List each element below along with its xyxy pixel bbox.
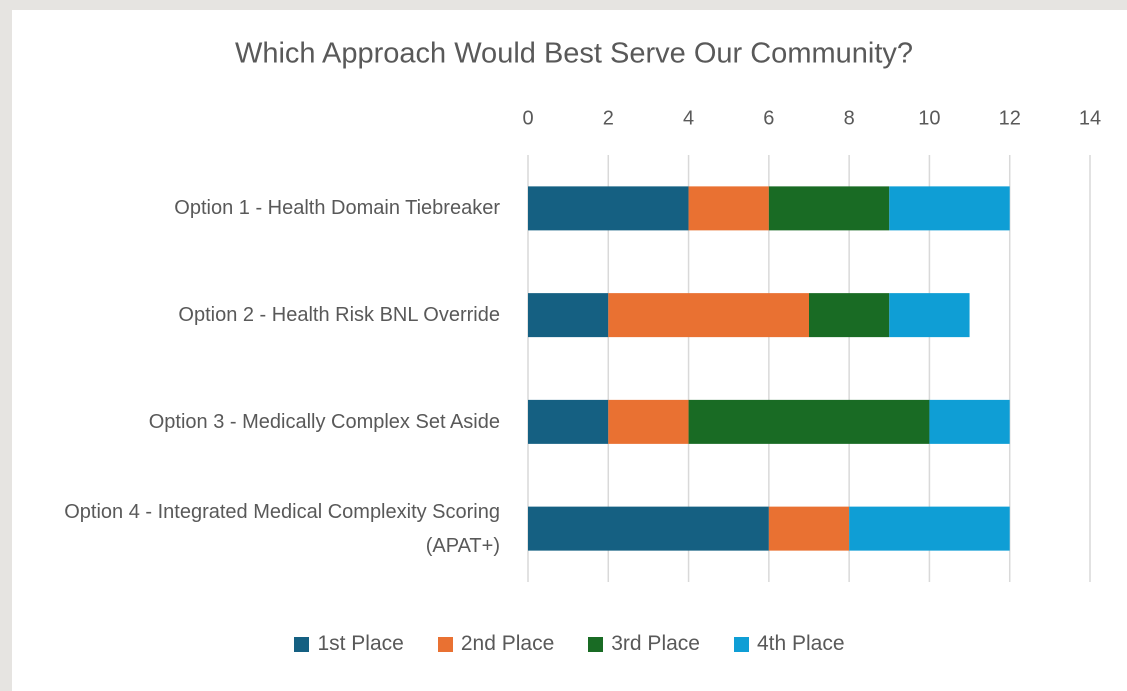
legend-label: 2nd Place	[460, 632, 555, 655]
bar-segment	[528, 186, 689, 231]
bar-segment	[929, 399, 1010, 444]
x-tick-label: 8	[844, 107, 855, 129]
legend-swatch	[437, 636, 453, 652]
bar-segment	[889, 186, 1010, 231]
bar-segment	[849, 506, 1010, 551]
legend-swatch	[733, 636, 749, 652]
bar-segment	[528, 399, 609, 444]
x-tick-label: 0	[522, 107, 533, 129]
legend-item: 2nd Place	[437, 632, 555, 656]
legend-label: 4th Place	[756, 632, 845, 655]
x-tick-label: 12	[999, 107, 1021, 129]
bar-segment	[809, 293, 890, 338]
bar-segment	[768, 186, 890, 231]
bar-segment	[528, 506, 769, 551]
legend-item: 4th Place	[733, 632, 845, 656]
bar-segment	[688, 399, 930, 444]
x-tick-label: 10	[918, 107, 940, 129]
x-tick-label: 4	[683, 107, 694, 129]
legend-swatch	[294, 636, 310, 652]
legend-item: 3rd Place	[588, 632, 700, 656]
x-tick-label: 14	[1079, 107, 1101, 129]
legend-label: 1st Place	[317, 632, 404, 655]
chart-title: Which Approach Would Best Serve Our Comm…	[235, 38, 913, 70]
legend-label: 3rd Place	[611, 632, 700, 655]
bar-segment	[768, 506, 850, 551]
bar-segment	[608, 399, 689, 444]
legend-swatch	[588, 636, 604, 652]
category-label: Option 2 - Health Risk BNL Override	[178, 304, 500, 327]
x-tick-label: 6	[763, 107, 774, 129]
bar-segment	[889, 293, 970, 338]
chart-area	[12, 10, 1127, 691]
bar-segment	[688, 186, 769, 231]
category-label: Option 1 - Health Domain Tiebreaker	[174, 197, 500, 220]
x-tick-label: 2	[603, 107, 614, 129]
legend: 1st Place 2nd Place 3rd Place 4th Place	[12, 632, 1127, 656]
bar-segment	[528, 293, 609, 338]
category-label: Option 4 - Integrated Medical Complexity…	[64, 500, 500, 557]
category-label: Option 3 - Medically Complex Set Aside	[148, 410, 500, 433]
legend-item: 1st Place	[294, 632, 404, 656]
bar-segment	[608, 293, 809, 338]
